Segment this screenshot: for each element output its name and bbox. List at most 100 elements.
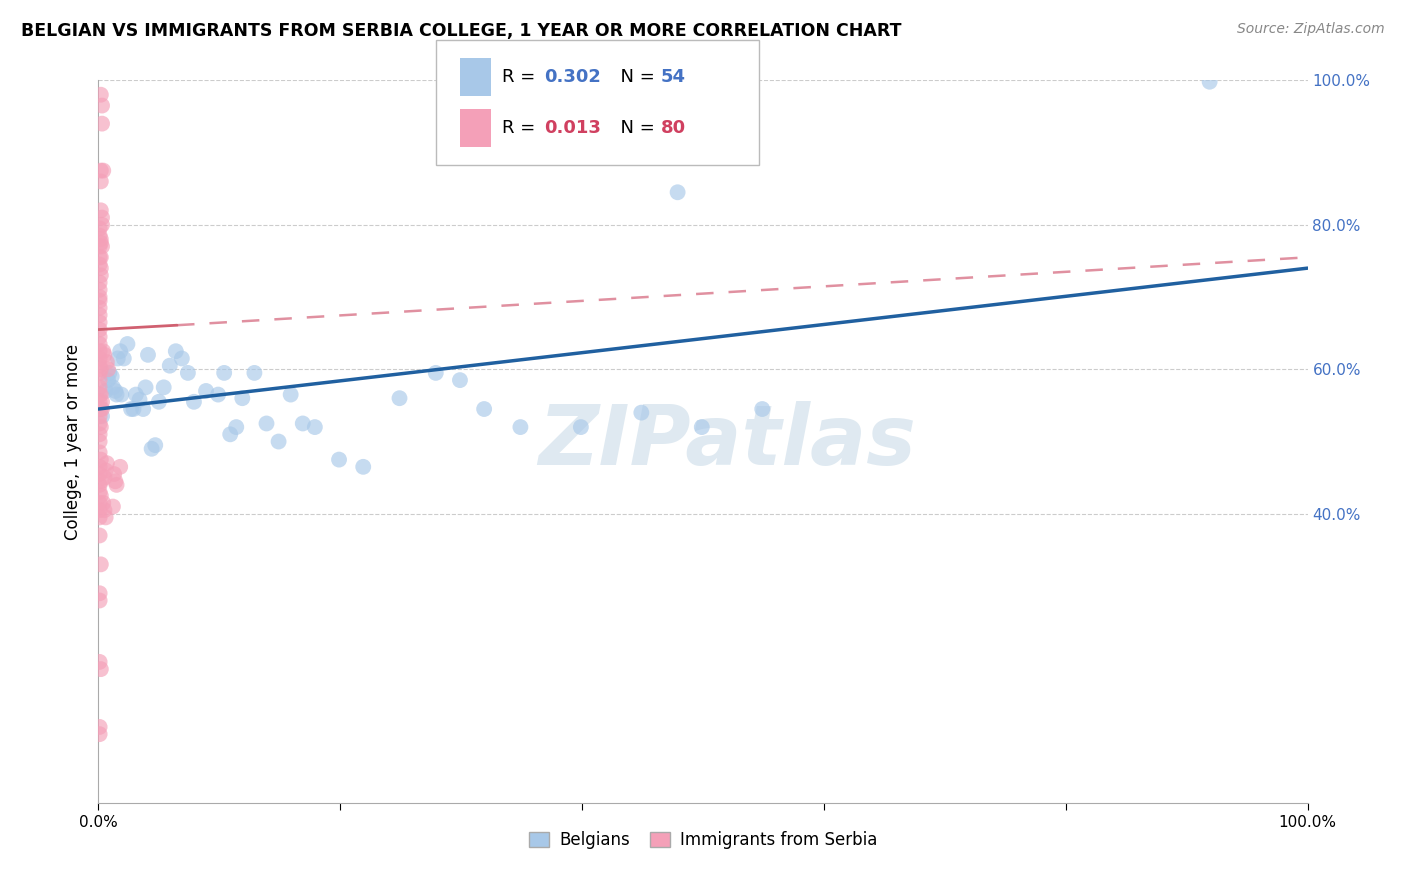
Point bbox=[91, 496, 114, 510]
Point bbox=[690, 420, 713, 434]
Point bbox=[89, 496, 111, 510]
Point bbox=[136, 348, 159, 362]
Point bbox=[231, 391, 253, 405]
Point bbox=[89, 478, 111, 492]
Point bbox=[89, 417, 111, 431]
Point bbox=[219, 427, 242, 442]
Point bbox=[89, 283, 111, 297]
Point bbox=[90, 420, 112, 434]
Point bbox=[148, 394, 170, 409]
Point bbox=[89, 593, 111, 607]
Point bbox=[569, 420, 592, 434]
Point bbox=[89, 290, 111, 304]
Point bbox=[89, 330, 111, 344]
Point bbox=[89, 445, 111, 459]
Point bbox=[89, 485, 111, 500]
Point bbox=[472, 402, 495, 417]
Point bbox=[170, 351, 193, 366]
Point bbox=[98, 366, 121, 380]
Point bbox=[96, 355, 118, 369]
Point bbox=[93, 470, 115, 484]
Point bbox=[97, 373, 120, 387]
Point bbox=[100, 369, 122, 384]
Point bbox=[89, 351, 111, 366]
Point bbox=[89, 459, 111, 474]
Point bbox=[91, 344, 114, 359]
Point bbox=[97, 362, 120, 376]
Text: 0.013: 0.013 bbox=[544, 120, 600, 137]
Point bbox=[141, 442, 163, 456]
Point bbox=[195, 384, 218, 398]
Point bbox=[89, 510, 111, 524]
Point bbox=[177, 366, 200, 380]
Point bbox=[89, 720, 111, 734]
Point bbox=[89, 315, 111, 329]
Point bbox=[89, 344, 111, 359]
Point bbox=[425, 366, 447, 380]
Point bbox=[90, 174, 112, 188]
Point bbox=[90, 452, 112, 467]
Text: ZIPatlas: ZIPatlas bbox=[538, 401, 917, 482]
Point bbox=[89, 586, 111, 600]
Point bbox=[89, 366, 111, 380]
Point bbox=[91, 394, 114, 409]
Point bbox=[117, 337, 139, 351]
Point bbox=[352, 459, 374, 474]
Point bbox=[90, 235, 112, 250]
Point bbox=[89, 293, 111, 308]
Point bbox=[449, 373, 471, 387]
Point bbox=[91, 402, 114, 417]
Point bbox=[89, 394, 111, 409]
Y-axis label: College, 1 year or more: College, 1 year or more bbox=[65, 343, 83, 540]
Point bbox=[101, 500, 124, 514]
Point bbox=[103, 467, 125, 481]
Point bbox=[89, 228, 111, 243]
Text: R =: R = bbox=[502, 120, 541, 137]
Point bbox=[751, 402, 773, 417]
Point bbox=[291, 417, 314, 431]
Point bbox=[132, 402, 155, 417]
Point bbox=[267, 434, 290, 449]
Point bbox=[110, 387, 132, 401]
Point bbox=[90, 558, 112, 572]
Point bbox=[212, 366, 235, 380]
Point bbox=[165, 344, 187, 359]
Point bbox=[388, 391, 411, 405]
Point bbox=[90, 475, 112, 489]
Point bbox=[304, 420, 326, 434]
Point bbox=[93, 348, 115, 362]
Point bbox=[89, 387, 111, 401]
Text: 0.302: 0.302 bbox=[544, 68, 600, 86]
Point bbox=[90, 662, 112, 676]
Point bbox=[91, 163, 114, 178]
Point bbox=[89, 239, 111, 253]
Point bbox=[104, 384, 127, 398]
Point bbox=[89, 434, 111, 449]
Point bbox=[91, 218, 114, 232]
Point bbox=[89, 276, 111, 290]
Point bbox=[89, 409, 111, 424]
Point bbox=[120, 402, 142, 417]
Point bbox=[89, 258, 111, 272]
Point bbox=[152, 380, 174, 394]
Point bbox=[91, 211, 114, 225]
Legend: Belgians, Immigrants from Serbia: Belgians, Immigrants from Serbia bbox=[522, 824, 884, 856]
Point bbox=[89, 337, 111, 351]
Point bbox=[96, 456, 118, 470]
Point bbox=[89, 528, 111, 542]
Point bbox=[207, 387, 229, 401]
Point bbox=[122, 402, 145, 417]
Point bbox=[93, 503, 115, 517]
Point bbox=[90, 203, 112, 218]
Point bbox=[90, 362, 112, 376]
Point bbox=[108, 344, 131, 359]
Point bbox=[90, 387, 112, 401]
Point bbox=[91, 117, 114, 131]
Text: BELGIAN VS IMMIGRANTS FROM SERBIA COLLEGE, 1 YEAR OR MORE CORRELATION CHART: BELGIAN VS IMMIGRANTS FROM SERBIA COLLEG… bbox=[21, 22, 901, 40]
Point bbox=[89, 250, 111, 264]
Point bbox=[105, 478, 128, 492]
Point bbox=[509, 420, 531, 434]
Point bbox=[90, 489, 112, 503]
Point bbox=[94, 463, 117, 477]
Point bbox=[89, 503, 111, 517]
